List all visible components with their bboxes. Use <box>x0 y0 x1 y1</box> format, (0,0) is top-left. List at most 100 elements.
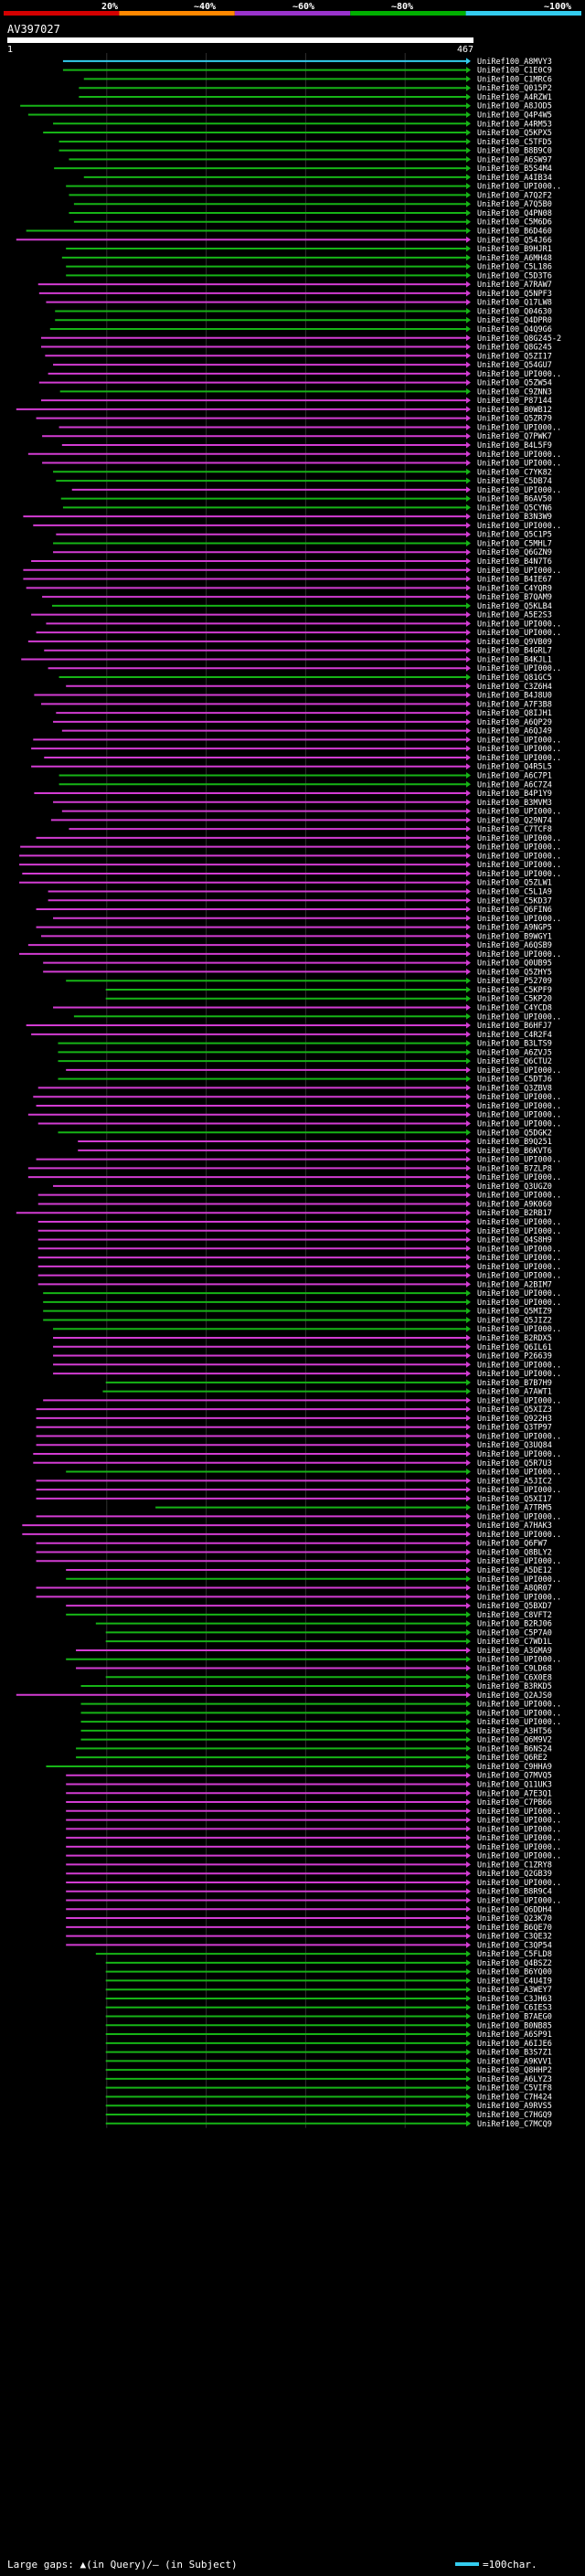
hit-row[interactable]: UniRef100_UPI000.. <box>33 1450 561 1459</box>
hit-row[interactable]: UniRef100_B9Q251 <box>78 1138 552 1147</box>
hit-label[interactable]: UniRef100_C7TCF8 <box>477 825 552 834</box>
hit-row[interactable]: UniRef100_UPI000.. <box>36 1432 562 1441</box>
hit-label[interactable]: UniRef100_UPI000.. <box>477 1227 561 1236</box>
hit-row[interactable]: UniRef100_UPI000.. <box>36 1593 562 1602</box>
hit-row[interactable]: UniRef100_C5P7A0 <box>105 1628 552 1638</box>
hit-row[interactable]: UniRef100_C5D3T6 <box>66 271 552 281</box>
hit-row[interactable]: UniRef100_B7ZLP8 <box>27 1164 552 1173</box>
hit-row[interactable]: UniRef100_B6AV50 <box>60 495 552 504</box>
hit-label[interactable]: UniRef100_Q6GZN9 <box>477 548 552 557</box>
hit-label[interactable]: UniRef100_C7H424 <box>477 2093 552 2102</box>
hit-label[interactable]: UniRef100_UPI000.. <box>477 754 561 763</box>
hit-label[interactable]: UniRef100_UPI000.. <box>477 1289 561 1299</box>
hit-row[interactable]: UniRef100_UPI000.. <box>58 423 562 432</box>
hit-row[interactable]: UniRef100_A3WEY7 <box>105 1986 552 1995</box>
hit-row[interactable]: UniRef100_B7QAM9 <box>42 593 552 602</box>
hit-row[interactable]: UniRef100_B4GRL7 <box>44 647 552 656</box>
hit-label[interactable]: UniRef100_Q8G245 <box>477 344 552 353</box>
hit-row[interactable]: UniRef100_C7YK82 <box>53 468 552 477</box>
hit-label[interactable]: UniRef100_UPI000.. <box>477 915 561 924</box>
hit-label[interactable]: UniRef100_UPI000.. <box>477 1325 561 1334</box>
hit-label[interactable]: UniRef100_Q5XIZ3 <box>477 1405 552 1415</box>
hit-row[interactable]: UniRef100_Q5CYN6 <box>62 504 552 513</box>
hit-row[interactable]: UniRef100_UPI000.. <box>66 1656 561 1665</box>
hit-label[interactable]: UniRef100_Q0UB95 <box>477 959 552 969</box>
hit-label[interactable]: UniRef100_B6YQ00 <box>477 1968 552 1977</box>
hit-label[interactable]: UniRef100_B4J8U0 <box>477 692 552 701</box>
hit-row[interactable]: UniRef100_C4YCD8 <box>53 1004 552 1013</box>
hit-row[interactable]: UniRef100_A5E2S3 <box>31 611 552 620</box>
hit-label[interactable]: UniRef100_UPI000.. <box>477 1557 561 1566</box>
hit-row[interactable]: UniRef100_UPI000.. <box>48 370 562 379</box>
hit-label[interactable]: UniRef100_UPI000.. <box>477 629 561 638</box>
hit-label[interactable]: UniRef100_UPI000.. <box>477 1272 561 1281</box>
hit-label[interactable]: UniRef100_UPI000.. <box>477 808 561 817</box>
hit-label[interactable]: UniRef100_A8MVY3 <box>477 58 552 67</box>
hit-row[interactable]: UniRef100_A6ZVJ5 <box>58 1048 552 1057</box>
hit-label[interactable]: UniRef100_UPI000.. <box>477 1066 561 1076</box>
hit-label[interactable]: UniRef100_Q5ZLW1 <box>477 879 552 888</box>
hit-row[interactable]: UniRef100_UPI000.. <box>19 950 561 959</box>
hit-row[interactable]: UniRef100_C7WD1L <box>105 1638 552 1647</box>
hit-label[interactable]: UniRef100_UPI000.. <box>477 1263 561 1272</box>
hit-row[interactable]: UniRef100_A7TRM5 <box>155 1504 552 1513</box>
hit-row[interactable]: UniRef100_A6QSB9 <box>27 941 552 950</box>
hit-row[interactable]: UniRef100_B7AEG0 <box>105 2013 552 2022</box>
hit-label[interactable]: UniRef100_A7Q2F2 <box>477 191 552 200</box>
hit-row[interactable]: UniRef100_A6LYZ3 <box>105 2075 552 2084</box>
hit-label[interactable]: UniRef100_UPI000.. <box>477 1156 561 1165</box>
hit-label[interactable]: UniRef100_B6HFJ7 <box>477 1022 552 1031</box>
hit-row[interactable]: UniRef100_UPI000.. <box>31 745 561 754</box>
hit-row[interactable]: UniRef100_UPI000.. <box>27 1173 561 1182</box>
hit-label[interactable]: UniRef100_C9LD68 <box>477 1664 552 1673</box>
hit-label[interactable]: UniRef100_C7WD1L <box>477 1638 552 1647</box>
hit-label[interactable]: UniRef100_Q5MIZ9 <box>477 1308 552 1317</box>
hit-label[interactable]: UniRef100_Q6RE2 <box>477 1754 548 1763</box>
hit-label[interactable]: UniRef100_UPI000.. <box>477 950 561 959</box>
hit-row[interactable]: UniRef100_UPI000.. <box>53 915 561 924</box>
hit-label[interactable]: UniRef100_UPI000.. <box>477 567 561 576</box>
hit-row[interactable]: UniRef100_UPI000.. <box>43 1396 561 1405</box>
hit-row[interactable]: UniRef100_UPI000.. <box>37 1263 561 1272</box>
hit-label[interactable]: UniRef100_UPI000.. <box>477 460 561 469</box>
hit-label[interactable]: UniRef100_UPI000.. <box>477 1807 561 1817</box>
hit-row[interactable]: UniRef100_Q015P2 <box>79 84 552 93</box>
hit-label[interactable]: UniRef100_Q9VB09 <box>477 638 552 647</box>
hit-label[interactable]: UniRef100_UPI000.. <box>477 1879 561 1888</box>
hit-row[interactable]: UniRef100_B0WB12 <box>16 406 552 415</box>
hit-label[interactable]: UniRef100_A3WEY7 <box>477 1986 552 1995</box>
hit-label[interactable]: UniRef100_B3MVM3 <box>477 799 552 808</box>
hit-row[interactable]: UniRef100_B7B7H9 <box>105 1379 552 1388</box>
hit-label[interactable]: UniRef100_B4GRL7 <box>477 647 552 656</box>
hit-row[interactable]: UniRef100_B6YQ00 <box>105 1968 552 1977</box>
hit-row[interactable]: UniRef100_A4RZW1 <box>79 93 552 102</box>
hit-row[interactable]: UniRef100_Q81GC5 <box>58 673 552 683</box>
hit-row[interactable]: UniRef100_A3HT56 <box>80 1727 552 1736</box>
hit-label[interactable]: UniRef100_UPI000.. <box>477 1396 561 1405</box>
hit-row[interactable]: UniRef100_A7E3Q1 <box>66 1789 552 1798</box>
hit-row[interactable]: UniRef100_Q5MIZ9 <box>43 1308 552 1317</box>
hit-label[interactable]: UniRef100_A7E3Q1 <box>477 1789 552 1798</box>
hit-label[interactable]: UniRef100_Q4PN08 <box>477 209 552 218</box>
hit-row[interactable]: UniRef100_A7HAK3 <box>22 1521 552 1531</box>
hit-row[interactable]: UniRef100_C7PB66 <box>66 1798 552 1807</box>
hit-row[interactable]: UniRef100_C7H424 <box>105 2093 552 2102</box>
hit-label[interactable]: UniRef100_C3QP54 <box>477 1941 552 1950</box>
hit-label[interactable]: UniRef100_Q54J66 <box>477 236 552 245</box>
hit-label[interactable]: UniRef100_A2BIM7 <box>477 1280 552 1289</box>
hit-label[interactable]: UniRef100_UPI000.. <box>477 1575 561 1585</box>
hit-label[interactable]: UniRef100_UPI000.. <box>477 1593 561 1602</box>
hit-label[interactable]: UniRef100_Q4P4W5 <box>477 111 552 121</box>
hit-label[interactable]: UniRef100_B7AEG0 <box>477 2013 552 2022</box>
hit-row[interactable]: UniRef100_Q5KPX5 <box>43 129 552 138</box>
hit-label[interactable]: UniRef100_C5KD37 <box>477 896 552 906</box>
hit-row[interactable]: UniRef100_A9NGP5 <box>36 924 552 933</box>
hit-label[interactable]: UniRef100_C5TFD5 <box>477 138 552 147</box>
hit-label[interactable]: UniRef100_Q5DGK2 <box>477 1129 552 1138</box>
hit-label[interactable]: UniRef100_Q5ZHY5 <box>477 968 552 977</box>
hit-label[interactable]: UniRef100_UPI000.. <box>477 370 561 379</box>
hit-row[interactable]: UniRef100_Q5ZLW1 <box>19 879 552 888</box>
hit-row[interactable]: UniRef100_Q6FIN6 <box>36 906 552 915</box>
hit-row[interactable]: UniRef100_C4R2F4 <box>31 1031 552 1040</box>
hit-row[interactable]: UniRef100_A3GMA9 <box>76 1647 552 1656</box>
